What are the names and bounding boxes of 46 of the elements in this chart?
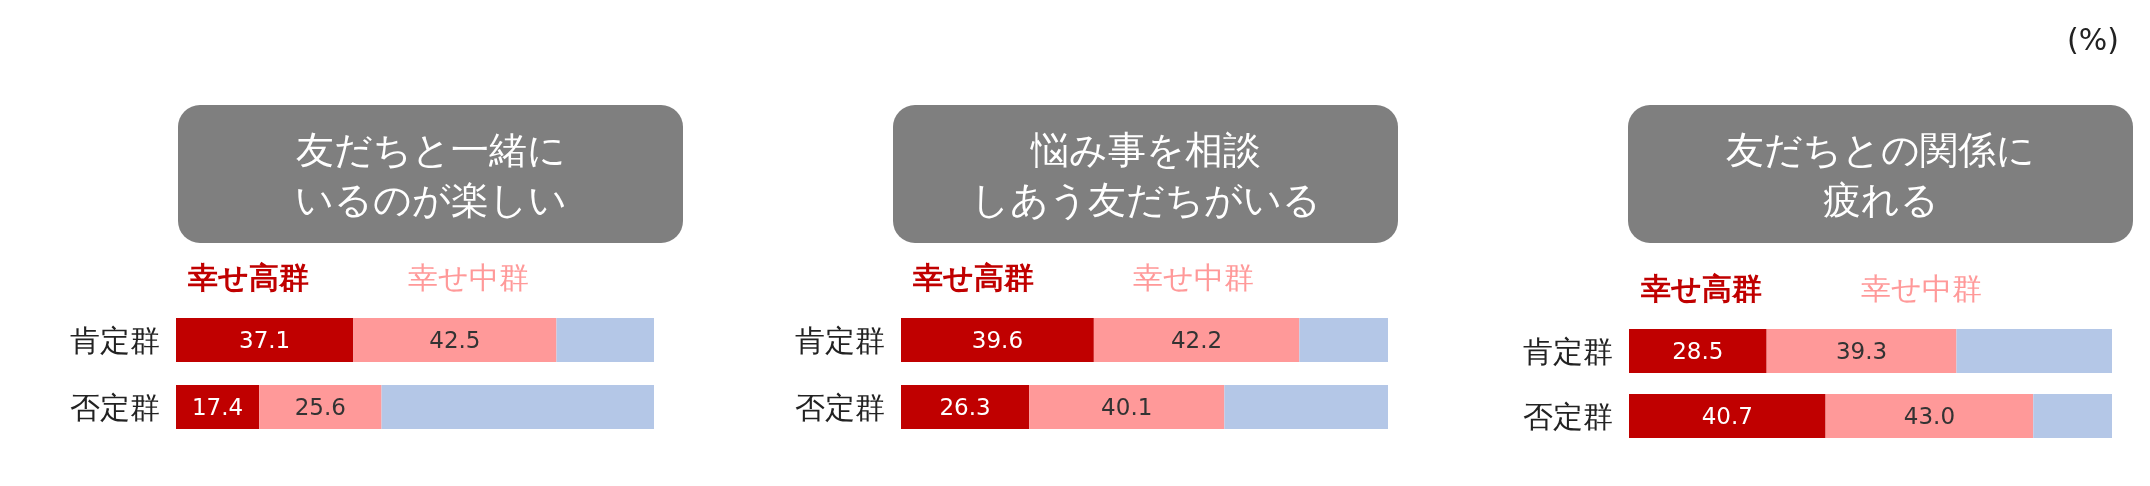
bar [901,385,1030,429]
series-label: 幸せ高群 [187,260,309,295]
bar [556,318,654,362]
data-label: 39.3 [1835,338,1888,364]
data-label: 28.5 [1672,338,1724,364]
data-label: 39.6 [971,327,1024,353]
data-label: 40.7 [1701,403,1753,429]
data-label: 42.2 [1171,327,1223,353]
y-tick-label: 肯定群 [70,323,160,358]
data-label: 26.3 [939,394,991,420]
y-tick-label: 否定群 [795,390,885,425]
data-label: 42.5 [429,327,481,353]
chart-title: 悩み事を相談しあう友だちがいる [970,128,1321,222]
y-tick-label: 肯定群 [1523,334,1613,369]
bar [1825,394,2034,438]
bar [1224,385,1388,429]
bar [1956,329,2112,373]
series-label: 幸せ中群 [1861,271,1982,306]
series-label: 幸せ高群 [912,260,1034,295]
chart-title: 友だちとの関係に疲れる [1726,128,2035,222]
bar [1629,329,1767,373]
data-label: 25.6 [294,394,346,420]
data-label: 40.1 [1101,394,1153,420]
text: (%) [2067,22,2119,57]
y-tick-label: 否定群 [1523,399,1613,434]
bar [381,385,654,429]
bar [901,318,1094,362]
data-label: 43.0 [1903,403,1956,429]
bar [1766,329,1957,373]
series-label: 幸せ中群 [1133,260,1254,295]
y-tick-label: 肯定群 [795,323,885,358]
bar [1093,318,1300,362]
bar [176,318,354,362]
bar [1029,385,1225,429]
series-label: 幸せ中群 [408,260,529,295]
data-label: 37.1 [239,327,291,353]
y-tick-label: 否定群 [70,390,160,425]
data-label: 17.4 [191,394,244,420]
bar [1299,318,1388,362]
bar [259,385,382,429]
chart-title: 友だちと一緒にいるのが楽しい [294,128,567,222]
bar [176,385,260,429]
bar [1629,394,1826,438]
series-label: 幸せ高群 [1640,271,1762,306]
bar [353,318,557,362]
bar [2033,394,2112,438]
